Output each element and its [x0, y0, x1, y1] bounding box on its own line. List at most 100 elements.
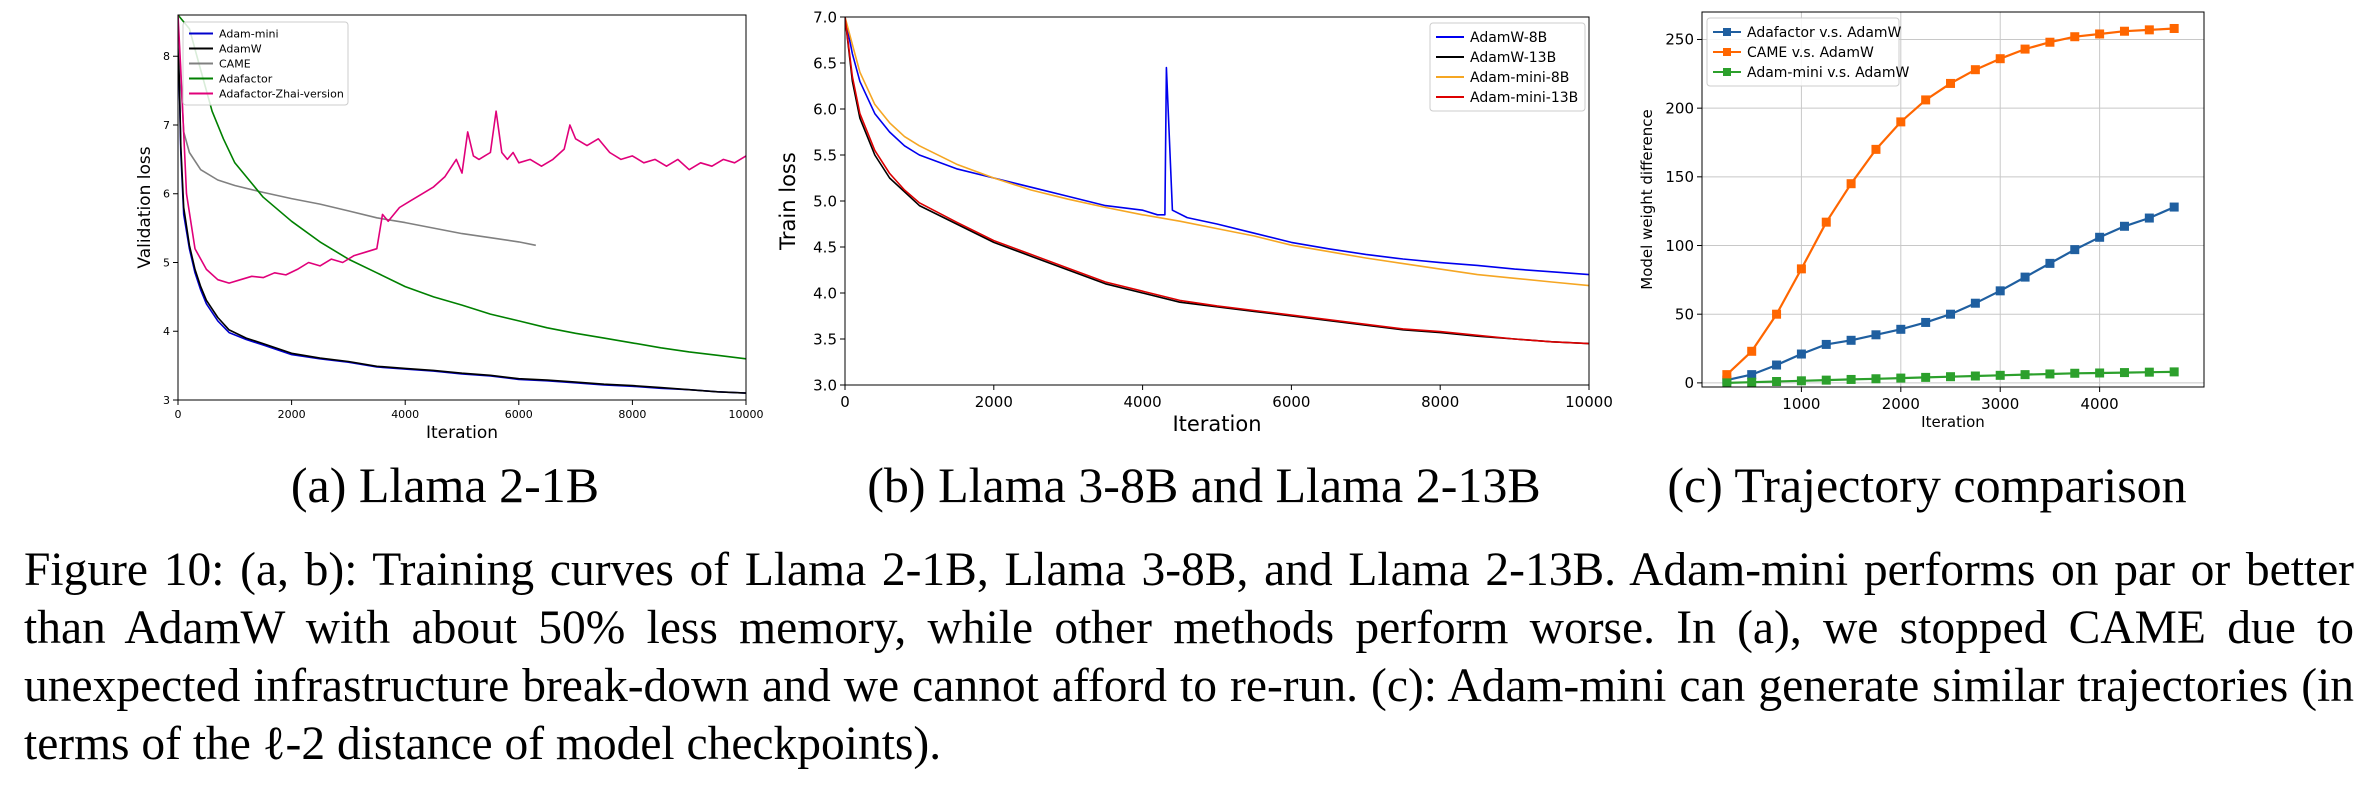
legend: AdamW-8B AdamW-13B Adam-mini-8B Adam-mini-1…	[1429, 22, 1586, 112]
y-axis-label: Validation loss	[135, 146, 155, 268]
data-point	[2070, 32, 2080, 42]
legend-label: Adam-mini	[219, 27, 279, 40]
y-tick-label: 7.0	[813, 8, 837, 26]
y-tick-label: 4.0	[813, 284, 837, 302]
y-tick-label: 8	[163, 50, 170, 63]
data-point	[2144, 213, 2154, 223]
data-point	[1747, 346, 1757, 356]
data-point	[1946, 78, 1956, 88]
data-point	[1821, 375, 1831, 385]
data-point	[1970, 298, 1980, 308]
y-tick-label: 4	[163, 325, 170, 338]
legend-label: AdamW	[219, 42, 262, 55]
data-point	[1970, 65, 1980, 75]
y-tick-label: 3.5	[813, 330, 837, 348]
data-point	[1747, 370, 1757, 380]
legend-label: AdamW-8B	[1470, 30, 1547, 46]
series-line-adam-mini-8b	[845, 17, 1589, 287]
x-tick-label: 0	[840, 393, 850, 411]
data-point	[2144, 25, 2154, 35]
data-point	[1846, 335, 1856, 345]
y-tick-label: 200	[1665, 99, 1694, 117]
figure-caption: Figure 10: (a, b): Training curves of Ll…	[24, 541, 2354, 773]
series-line-adamw-8b	[845, 17, 1589, 276]
data-point	[1722, 378, 1732, 387]
subcaption-a: (a) Llama 2-1B	[291, 457, 599, 513]
data-point	[1846, 179, 1856, 189]
data-point	[2095, 232, 2105, 242]
data-point	[2020, 272, 2030, 282]
legend-box	[1706, 17, 1900, 87]
y-tick-label: 3	[163, 394, 170, 407]
x-tick-label: 4000	[2081, 395, 2119, 413]
subcaption-b: (b) Llama 3-8B and Llama 2-13B	[867, 457, 1540, 513]
x-tick-label: 8000	[618, 408, 646, 421]
data-point	[2169, 23, 2179, 33]
x-tick-label: 4000	[391, 408, 419, 421]
y-axis-label: Model weight difference	[1638, 109, 1656, 289]
data-point	[1772, 377, 1782, 387]
legend-label: Adam-mini-13B	[1470, 90, 1578, 106]
legend: Adam-mini AdamW CAME Adafactor Adafactor-Zha…	[182, 21, 349, 106]
x-axis-label: Iteration	[1921, 413, 1985, 431]
y-tick-label: 0	[1684, 374, 1694, 392]
y-tick-label: 3.0	[813, 376, 837, 394]
series-adamw-13b	[845, 17, 1589, 345]
y-tick-label: 50	[1675, 305, 1694, 323]
data-point	[1995, 286, 2005, 296]
data-point	[2020, 370, 2030, 380]
x-tick-label: 8000	[1421, 393, 1459, 411]
y-tick-label: 6.0	[813, 100, 837, 118]
y-tick-label: 250	[1665, 31, 1694, 49]
x-tick-label: 0	[175, 408, 182, 421]
data-point	[2119, 221, 2129, 231]
chart-c: 1000 2000 3000 4000 0 50 100 150 200 250 Iteration…	[1638, 11, 2205, 431]
subcaption-c: (c) Trajectory comparison	[1667, 457, 2186, 513]
series-adafactor-zhai-version	[178, 15, 746, 284]
data-point	[1921, 95, 1931, 105]
data-point	[2095, 29, 2105, 39]
data-point	[1946, 372, 1956, 382]
series-line-adam-mini-13b	[845, 17, 1589, 345]
y-axis-label: Train loss	[776, 152, 800, 251]
x-tick-label: 2000	[975, 393, 1013, 411]
legend-marker	[1723, 68, 1731, 76]
legend-box	[182, 21, 349, 106]
data-point	[1946, 309, 1956, 319]
y-tick-label: 5	[163, 256, 170, 269]
data-point	[2169, 202, 2179, 212]
data-point	[1896, 373, 1906, 383]
series-adafactor-v-s-adamw	[1722, 202, 2179, 385]
legend-label: Adafactor	[219, 72, 273, 85]
data-point	[1921, 317, 1931, 327]
y-tick-label: 6.5	[813, 54, 837, 72]
data-point	[2119, 368, 2129, 378]
x-tick-label: 10000	[1565, 393, 1613, 411]
y-tick-label: 100	[1665, 237, 1694, 255]
series-adam-mini-8b	[845, 17, 1589, 287]
y-tick-label: 6	[163, 188, 170, 201]
x-tick-label: 2000	[1882, 395, 1920, 413]
data-point	[1821, 217, 1831, 227]
data-point	[1747, 377, 1757, 387]
series-adam-mini-v-s-adamw	[1722, 367, 2179, 387]
caption-label: Figure 10:	[24, 544, 225, 596]
legend-label: Adafactor-Zhai-version	[219, 87, 344, 100]
series-line-adafactor-v-s-adamw	[1726, 206, 2175, 382]
data-point	[1871, 144, 1881, 154]
plot-frame	[1701, 11, 2205, 388]
data-point	[1821, 339, 1831, 349]
data-point	[2169, 367, 2179, 377]
data-point	[1796, 349, 1806, 359]
data-point	[1970, 371, 1980, 381]
legend-label: AdamW-13B	[1470, 50, 1556, 66]
plot-frame	[177, 14, 747, 401]
legend-marker	[1723, 28, 1731, 36]
series-came-v-s-adamw	[1722, 23, 2179, 380]
data-point	[2095, 368, 2105, 378]
x-tick-label: 1000	[1782, 395, 1820, 413]
series-line-adamw-13b	[845, 17, 1589, 345]
data-point	[2144, 367, 2154, 377]
y-tick-label: 5.0	[813, 192, 837, 210]
